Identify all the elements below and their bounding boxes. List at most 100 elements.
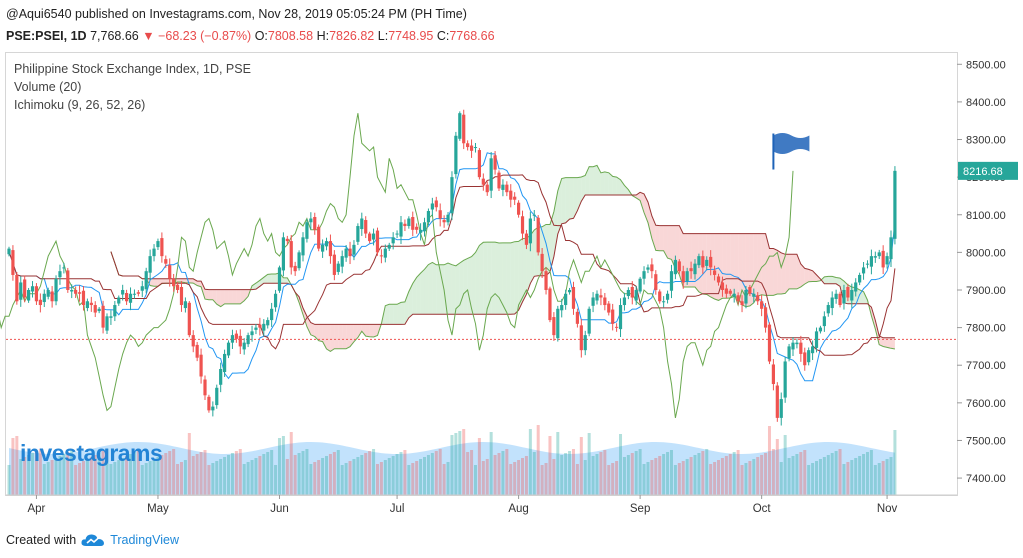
volume-bar <box>281 436 285 495</box>
candle-body <box>297 252 301 269</box>
footer[interactable]: Created with TradingView <box>6 533 179 547</box>
volume-bar <box>172 449 176 495</box>
candle-body <box>642 271 646 279</box>
candle-body <box>724 288 728 294</box>
ichimoku-cloud-segment <box>510 241 515 315</box>
candle-body <box>838 293 842 306</box>
last-price-value: 7,768.66 <box>90 29 139 43</box>
volume-bar <box>109 464 113 495</box>
candle-body <box>23 279 27 298</box>
candle-body <box>771 364 775 385</box>
candle-body <box>505 184 509 193</box>
candle-body <box>328 241 333 257</box>
volume-bar <box>458 431 462 495</box>
candle-body <box>85 301 89 309</box>
ichimoku-cloud-segment <box>236 289 241 304</box>
candle-body <box>175 284 180 290</box>
ichimoku-cloud-segment <box>491 242 496 315</box>
candle-body <box>422 222 427 232</box>
ichimoku-cloud-segment <box>608 172 613 195</box>
candle-body <box>536 217 540 253</box>
ichimoku-cloud-segment <box>193 278 198 286</box>
volume-bar <box>893 430 897 495</box>
volume-bar <box>807 465 811 495</box>
senkou-span-a-line <box>110 164 895 352</box>
candle-body <box>391 237 395 244</box>
volume-layer <box>7 425 897 495</box>
volume-bar <box>681 461 685 495</box>
candle-body <box>415 226 419 230</box>
candle-body <box>630 286 634 298</box>
ichimoku-cloud-segment <box>228 289 233 304</box>
ichimoku-cloud-segment <box>695 233 699 292</box>
candle-body <box>654 274 658 290</box>
investagrams-logo: investagrams <box>20 440 163 466</box>
candle-body <box>191 335 195 347</box>
volume-bar <box>658 456 662 495</box>
volume-bar <box>477 438 481 495</box>
candle-body <box>148 256 152 273</box>
volume-bar <box>211 463 215 495</box>
volume-bar <box>791 456 795 495</box>
candle-body <box>360 218 364 230</box>
ichimoku-cloud-segment <box>224 289 229 304</box>
volume-bar <box>89 457 93 495</box>
tradingview-brand[interactable]: TradingView <box>110 533 179 547</box>
ichimoku-cloud-segment <box>793 254 797 289</box>
volume-bar <box>881 461 885 495</box>
volume-bar <box>599 452 603 495</box>
ichimoku-cloud-segment <box>353 324 358 342</box>
candle-body <box>324 241 329 247</box>
volume-bar <box>379 462 383 495</box>
ichimoku-cloud-segment <box>385 304 390 325</box>
volume-bar <box>764 453 768 495</box>
close-label: C: <box>436 29 450 43</box>
high-label: H: <box>316 29 330 43</box>
volume-bar <box>215 461 219 495</box>
volume-bar <box>873 465 877 495</box>
volume-bar <box>509 464 513 495</box>
ichimoku-cloud-segment <box>475 245 480 315</box>
candle-body <box>281 237 285 271</box>
candle-body <box>77 292 82 294</box>
ichimoku-cloud-segment <box>702 233 707 295</box>
candle-body <box>583 335 587 351</box>
volume-bar <box>321 458 325 495</box>
volume-bar <box>262 454 266 495</box>
candle-body <box>599 295 603 298</box>
candle-body <box>748 286 752 294</box>
candle-body <box>270 308 274 321</box>
ichimoku-cloud-segment <box>573 177 578 219</box>
candle-body <box>665 293 670 300</box>
candle-body <box>168 265 172 279</box>
volume-bar <box>144 463 148 495</box>
candle-body <box>262 323 266 331</box>
ichimoku-cloud-segment <box>698 233 703 295</box>
ichimoku-cloud-segment <box>549 211 554 272</box>
ichimoku-cloud-segment <box>420 269 425 315</box>
volume-bar <box>481 461 485 495</box>
ichimoku-cloud-segment <box>593 165 597 195</box>
volume-bar <box>19 459 23 495</box>
volume-bar <box>70 450 74 495</box>
candle-body <box>732 293 736 297</box>
ichimoku-cloud-segment <box>883 337 888 348</box>
candle-body <box>728 290 732 294</box>
candle-body <box>826 305 830 314</box>
candle-body <box>54 278 58 302</box>
ichimoku-cloud-segment <box>346 324 351 349</box>
candle-body <box>450 177 454 214</box>
ichimoku-cloud-segment <box>330 324 335 352</box>
volume-bar <box>66 452 70 495</box>
ichimoku-cloud-segment <box>177 278 182 283</box>
volume-bar <box>375 464 379 495</box>
candle-body <box>579 325 583 351</box>
volume-bar <box>783 435 787 495</box>
candle-body <box>19 282 23 300</box>
candle-body <box>669 271 674 291</box>
ichimoku-cloud-segment <box>357 324 362 338</box>
y-tick-label: 7600.00 <box>966 398 1006 410</box>
candle-body <box>689 268 693 272</box>
candle-body <box>489 158 493 191</box>
